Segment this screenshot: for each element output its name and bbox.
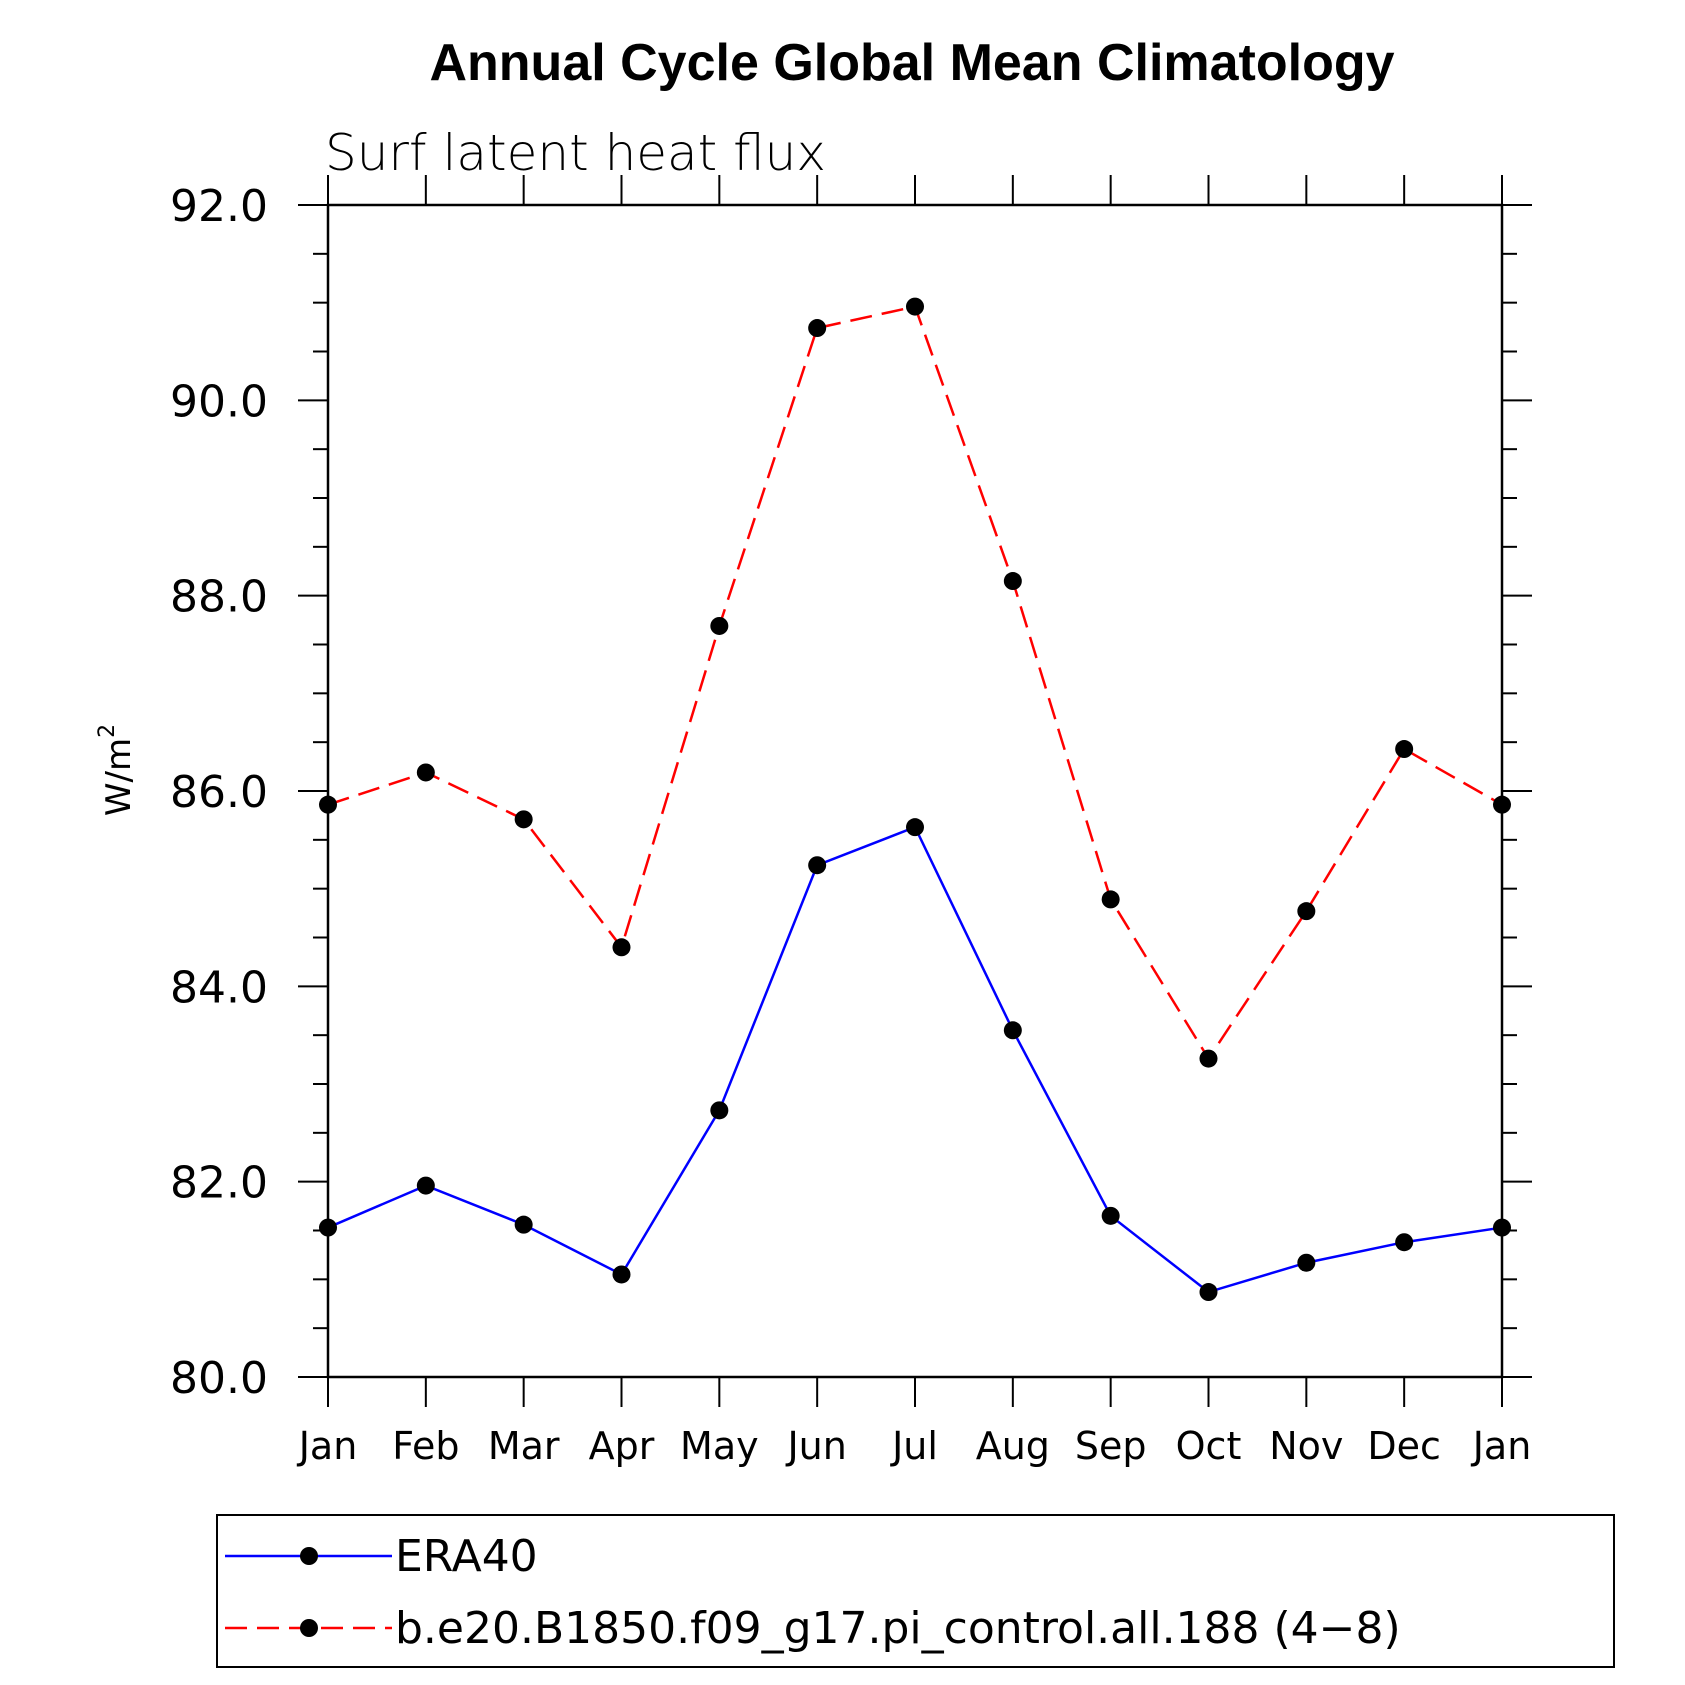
- data-point: [808, 319, 827, 338]
- x-tick-label: Jan: [297, 1424, 358, 1468]
- data-point: [906, 818, 924, 837]
- x-tick-label: Aug: [976, 1424, 1050, 1468]
- axes: 80.0 82.0 84.0 86.0 88.0 90.0 92.0 Jan Feb Mar Apr…: [170, 175, 1532, 1468]
- series-line: [327, 305, 1503, 1061]
- x-tick-label: Oct: [1176, 1424, 1242, 1468]
- x-tick-label: Jul: [890, 1424, 938, 1468]
- data-point: [319, 1218, 337, 1237]
- data-point: [1395, 1233, 1414, 1252]
- data-point: [906, 297, 924, 316]
- svg-text:W/m2: W/m2: [95, 724, 139, 816]
- data-point: [1297, 1253, 1316, 1272]
- chart-title: Annual Cycle Global Mean Climatology: [429, 34, 1394, 92]
- y-axis-label-superscript: 2: [95, 724, 120, 738]
- y-tick-label: 90.0: [170, 376, 268, 427]
- y-axis-label-text: W/m: [99, 738, 139, 816]
- y-tick-label: 84.0: [170, 962, 268, 1013]
- chart-subtitle: Surf latent heat flux: [325, 124, 826, 182]
- y-tick-label: 92.0: [170, 181, 268, 232]
- legend-label: b.e20.B1850.f09_g17.pi_control.all.188 (…: [395, 1603, 1401, 1654]
- data-point: [1003, 1021, 1022, 1040]
- data-point: [612, 1265, 631, 1284]
- x-tick-label: Apr: [589, 1424, 655, 1468]
- data-point: [808, 856, 827, 875]
- legend-marker: [300, 1619, 318, 1637]
- series-line: [327, 825, 1503, 1294]
- data-point: [710, 1101, 729, 1120]
- series-2: [319, 297, 1511, 1068]
- data-point: [1493, 1218, 1511, 1237]
- data-point: [612, 938, 631, 957]
- data-point: [1199, 1283, 1218, 1302]
- data-point: [1003, 572, 1022, 591]
- series-layer: [319, 297, 1511, 1302]
- data-point: [514, 1215, 533, 1234]
- x-tick-label: Nov: [1269, 1424, 1343, 1468]
- data-point: [1297, 902, 1316, 921]
- plot-frame: [326, 203, 1504, 1379]
- y-tick-label: 80.0: [170, 1353, 268, 1404]
- x-tick-label: Jan: [1471, 1424, 1532, 1468]
- x-tick-label: Feb: [392, 1424, 459, 1468]
- x-tick-label: Dec: [1367, 1424, 1441, 1468]
- data-point: [319, 795, 337, 814]
- x-tick-label: Sep: [1075, 1424, 1147, 1468]
- y-axis-label: W/m2: [95, 724, 139, 816]
- data-point: [1199, 1049, 1218, 1068]
- legend: ERA40 b.e20.B1850.f09_g17.pi_control.all.…: [216, 1514, 1615, 1668]
- legend-box: [216, 1514, 1615, 1668]
- x-tick-label: Jun: [785, 1424, 846, 1468]
- data-point: [1493, 795, 1511, 814]
- x-tick-label: Mar: [488, 1424, 560, 1468]
- series-1: [319, 818, 1511, 1302]
- legend-marker: [300, 1547, 318, 1565]
- data-point: [710, 616, 729, 635]
- y-tick-label: 82.0: [170, 1158, 268, 1209]
- y-tick-label: 88.0: [170, 572, 268, 623]
- data-point: [1101, 890, 1120, 909]
- x-tick-label: May: [680, 1424, 759, 1468]
- y-tick-label: 86.0: [170, 767, 268, 818]
- legend-label: ERA40: [395, 1531, 538, 1582]
- data-point: [514, 810, 533, 829]
- data-point: [416, 763, 435, 782]
- data-point: [1395, 740, 1414, 759]
- data-point: [1101, 1206, 1120, 1225]
- data-point: [416, 1176, 435, 1195]
